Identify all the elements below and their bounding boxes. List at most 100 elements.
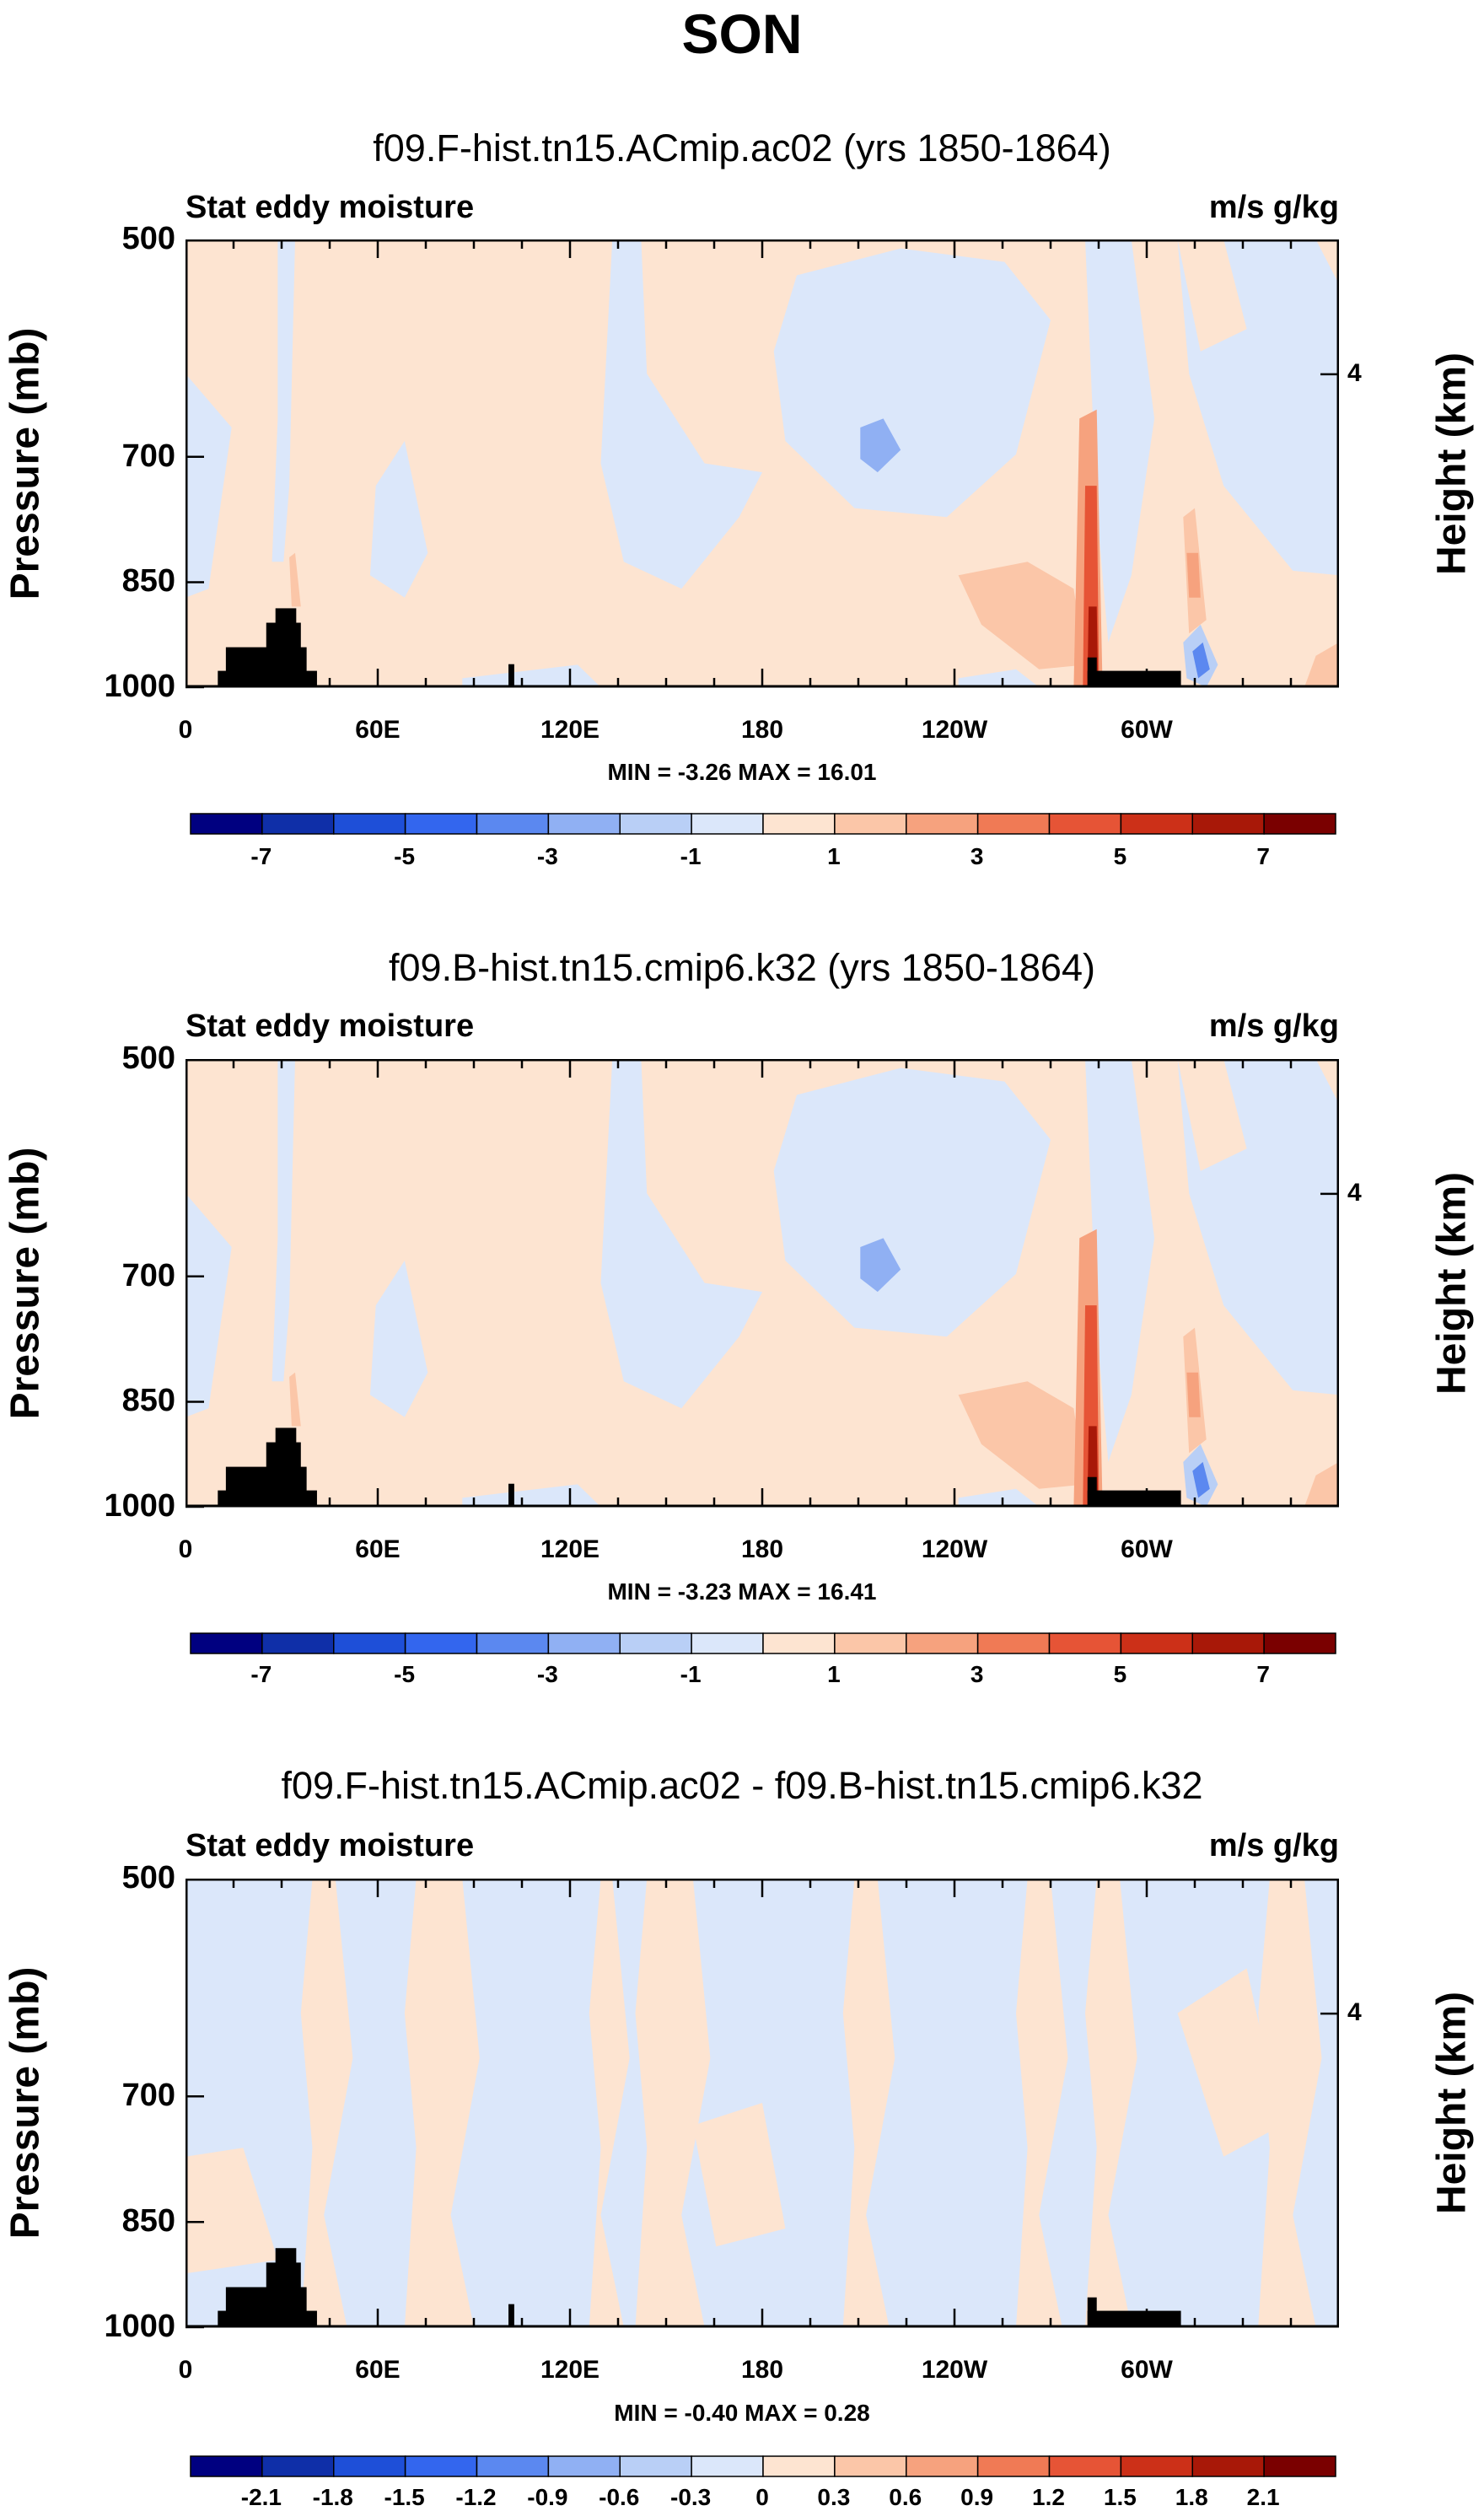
plot-area: [186, 239, 1339, 689]
positive-contour: [1177, 1968, 1282, 2157]
topography-mask: [218, 2248, 1181, 2327]
colorbar-swatch: [261, 813, 335, 835]
colorbar-label: 1: [827, 843, 841, 869]
variable-label: Stat eddy moisture: [186, 1008, 475, 1044]
colorbar-swatch: [547, 2455, 621, 2477]
topography-block: [275, 608, 297, 687]
colorbar-swatch: [1120, 2455, 1193, 2477]
positive-contour: [404, 1879, 480, 2327]
topography-mask: [218, 608, 1181, 687]
colorbar-label: -5: [394, 1661, 416, 1687]
x-tick-label: 60W: [1121, 2356, 1173, 2384]
colorbar-label: 2.1: [1246, 2484, 1280, 2510]
negative-contour: [860, 418, 901, 473]
y-tick-label: 500: [121, 1040, 175, 1076]
height-tick-label: 4: [1347, 1998, 1362, 2027]
negative-contour: [462, 1484, 601, 1507]
contour-field: [186, 239, 1339, 687]
negative-contour: [1085, 1059, 1155, 1462]
variable-label: Stat eddy moisture: [186, 190, 475, 225]
positive-contour: [300, 1879, 353, 2327]
y-tick-label: 1000: [104, 2309, 175, 2344]
negative-contour: [462, 664, 601, 687]
x-tick-label: 180: [740, 2356, 784, 2384]
contour-field: [186, 1879, 1322, 2327]
positive-contour: [1177, 239, 1247, 352]
colorbar-label: -1.2: [455, 2484, 497, 2510]
positive-contour: [635, 1879, 711, 2327]
x-tick-label: 0: [178, 716, 193, 744]
y-tick-label: 500: [121, 221, 175, 256]
colorbar-label: -2.1: [240, 2484, 282, 2510]
topography-block: [1087, 2297, 1097, 2327]
colorbar-swatch: [333, 1632, 406, 1654]
colorbar-label: 1.2: [1032, 2484, 1065, 2510]
right-axis-title: Height (km): [1429, 1171, 1475, 1395]
positive-contour: [958, 562, 1085, 669]
colorbar-swatch: [404, 2455, 478, 2477]
y-tick-label: 500: [121, 1860, 175, 1895]
x-tick-label: 60E: [355, 2356, 401, 2384]
colorbar-label: 7: [1256, 1661, 1270, 1687]
x-tick-label: 120W: [921, 716, 988, 744]
negative-contour: [369, 1261, 428, 1417]
height-tick-label: 4: [1347, 1178, 1362, 1207]
colorbar-swatch: [190, 1632, 263, 1654]
topography-mask: [218, 1428, 1181, 1507]
topography-block: [1087, 2310, 1181, 2327]
colorbar-swatch: [1191, 2455, 1265, 2477]
colorbar-swatch: [261, 2455, 335, 2477]
colorbar-swatch: [906, 2455, 979, 2477]
negative-contour: [860, 1238, 901, 1293]
positive-contour: [1304, 642, 1339, 687]
panel-title: f09.B-hist.tn15.cmip6.k32 (yrs 1850-1864…: [389, 946, 1095, 989]
colorbar-label: -3: [536, 1661, 558, 1687]
y-tick-label: 850: [121, 563, 175, 600]
colorbar-swatch: [762, 2455, 836, 2477]
colorbar-label: 1.8: [1175, 2484, 1208, 2510]
colorbar: [190, 813, 1336, 835]
x-tick-label: 120E: [540, 1535, 600, 1563]
positive-contour: [589, 1879, 630, 2327]
colorbar-swatch: [619, 2455, 692, 2477]
colorbar-label: 0.6: [889, 2484, 922, 2510]
colorbar-swatch: [976, 1632, 1051, 1654]
colorbar-label: 7: [1256, 843, 1270, 869]
positive-contour: [289, 552, 301, 607]
negative-contour: [958, 1488, 1040, 1507]
negative-contour: [369, 441, 428, 598]
colorbar-swatch: [976, 813, 1051, 835]
colorbar-swatch: [333, 2455, 406, 2477]
colorbar-label: 3: [970, 1661, 984, 1687]
colorbar-swatch: [691, 2455, 764, 2477]
positive-contour: [1186, 1372, 1201, 1417]
colorbar-swatch: [619, 1632, 692, 1654]
colorbar-label: -1.8: [312, 2484, 353, 2510]
colorbar-label: 1.5: [1103, 2484, 1137, 2510]
x-tick-label: 0: [178, 2356, 193, 2384]
colorbar-label: -1: [680, 1661, 702, 1687]
colorbar-swatch: [1048, 1632, 1122, 1654]
positive-contour: [1085, 1879, 1137, 2327]
colorbar-label: -0.6: [599, 2484, 640, 2510]
positive-contour: [1016, 1879, 1068, 2327]
colorbar-swatch: [1191, 813, 1265, 835]
topography-block: [508, 1483, 514, 1507]
units-label: m/s g/kg: [1208, 1008, 1339, 1044]
min-max-label: MIN = -0.40 MAX = 0.28: [614, 2400, 870, 2426]
colorbar-swatch: [261, 1632, 335, 1654]
right-axis-title: Height (km): [1429, 1992, 1475, 2214]
topography-block: [508, 2304, 514, 2327]
negative-contour: [773, 1067, 1051, 1337]
right-axis-title: Height (km): [1429, 352, 1475, 575]
colorbar-label: -3: [536, 843, 558, 869]
colorbar-label: 0.9: [960, 2484, 994, 2510]
negative-contour: [272, 239, 295, 562]
negative-contour: [600, 1059, 762, 1409]
colorbar-swatch: [1048, 2455, 1122, 2477]
x-tick-label: 60W: [1121, 1535, 1173, 1563]
colorbar-label: -7: [250, 843, 272, 869]
x-tick-label: 60E: [355, 1535, 401, 1563]
colorbar-label: 0.3: [817, 2484, 851, 2510]
topography-block: [508, 664, 514, 687]
